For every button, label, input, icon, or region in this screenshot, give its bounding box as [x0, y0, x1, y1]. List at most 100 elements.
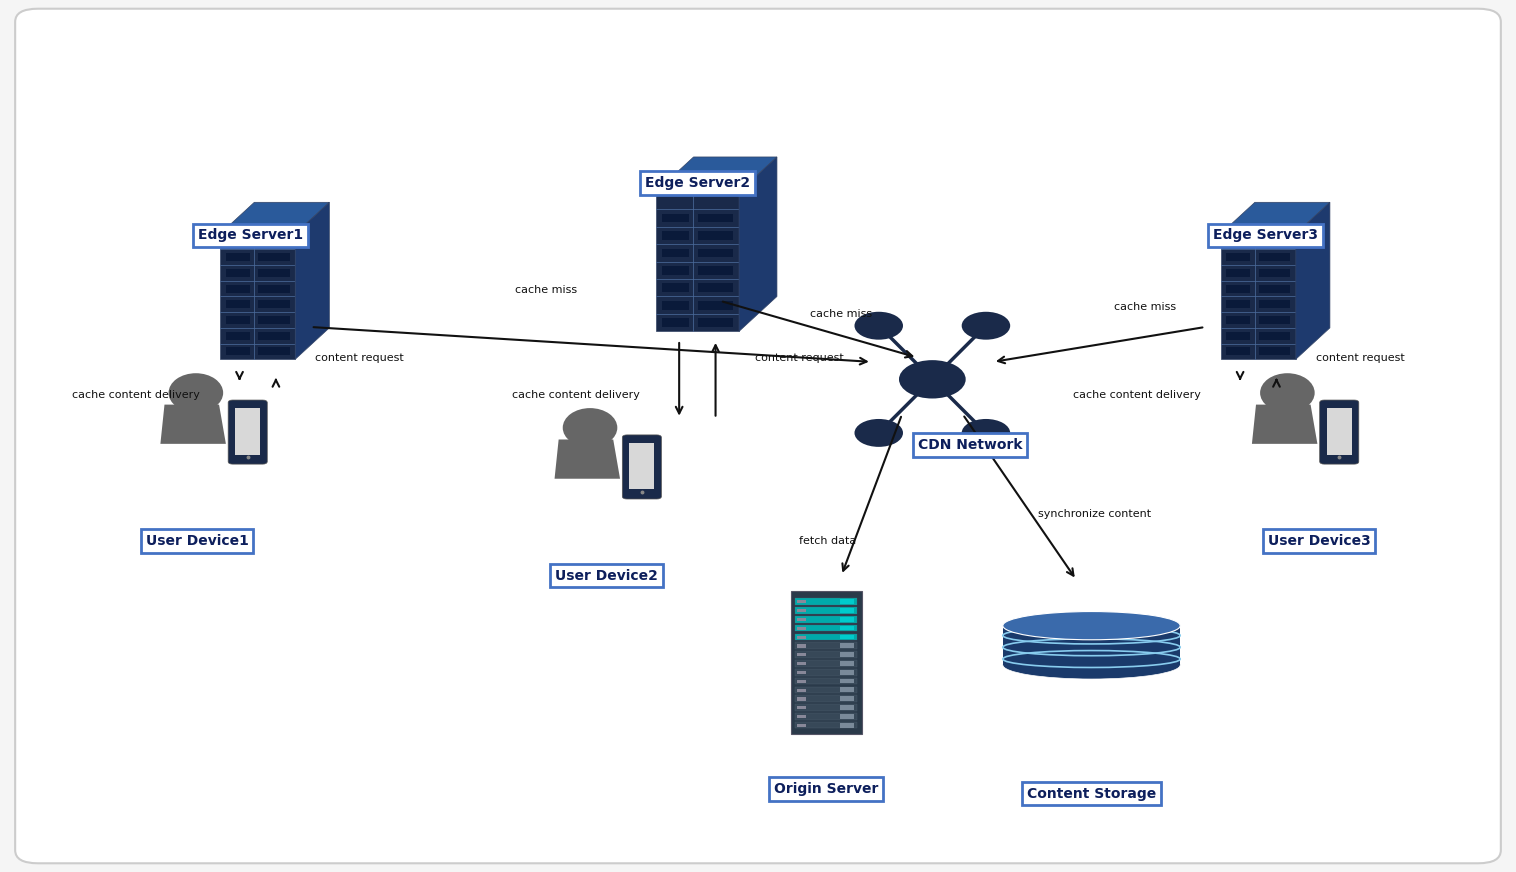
- Text: Content Storage: Content Storage: [1026, 787, 1157, 800]
- Ellipse shape: [1004, 651, 1179, 679]
- Text: Edge Server3: Edge Server3: [1213, 228, 1319, 242]
- Polygon shape: [1004, 626, 1179, 664]
- Polygon shape: [697, 283, 734, 292]
- Text: Edge Server1: Edge Server1: [197, 228, 303, 242]
- FancyBboxPatch shape: [796, 651, 857, 657]
- Polygon shape: [226, 253, 250, 262]
- Polygon shape: [661, 301, 688, 310]
- FancyBboxPatch shape: [840, 714, 854, 719]
- Polygon shape: [697, 214, 734, 222]
- Ellipse shape: [961, 312, 1010, 340]
- Polygon shape: [226, 284, 250, 292]
- Polygon shape: [1296, 202, 1330, 359]
- FancyBboxPatch shape: [797, 715, 807, 719]
- FancyBboxPatch shape: [840, 697, 854, 701]
- FancyBboxPatch shape: [796, 705, 857, 711]
- Polygon shape: [661, 214, 688, 222]
- FancyBboxPatch shape: [796, 607, 857, 614]
- Ellipse shape: [562, 408, 617, 447]
- Ellipse shape: [855, 419, 904, 446]
- Text: Origin Server: Origin Server: [775, 782, 878, 796]
- Text: CDN Network: CDN Network: [919, 438, 1022, 452]
- Ellipse shape: [1260, 373, 1314, 412]
- FancyBboxPatch shape: [797, 618, 807, 621]
- Polygon shape: [655, 192, 740, 331]
- Polygon shape: [1226, 331, 1251, 339]
- FancyBboxPatch shape: [796, 669, 857, 676]
- FancyBboxPatch shape: [797, 680, 807, 683]
- Polygon shape: [740, 157, 778, 331]
- FancyBboxPatch shape: [840, 678, 854, 684]
- Polygon shape: [1258, 284, 1290, 292]
- Polygon shape: [258, 316, 290, 324]
- FancyBboxPatch shape: [796, 722, 857, 728]
- FancyBboxPatch shape: [840, 705, 854, 710]
- FancyBboxPatch shape: [797, 636, 807, 638]
- FancyBboxPatch shape: [797, 698, 807, 700]
- FancyBboxPatch shape: [797, 706, 807, 709]
- Text: cache content delivery: cache content delivery: [73, 390, 200, 400]
- Polygon shape: [661, 266, 688, 275]
- Ellipse shape: [961, 419, 1010, 446]
- Polygon shape: [661, 249, 688, 257]
- FancyBboxPatch shape: [840, 644, 854, 648]
- Polygon shape: [661, 318, 688, 327]
- Text: synchronize content: synchronize content: [1038, 509, 1152, 520]
- FancyBboxPatch shape: [840, 626, 854, 630]
- FancyBboxPatch shape: [796, 713, 857, 719]
- FancyBboxPatch shape: [623, 435, 661, 499]
- Ellipse shape: [1004, 611, 1179, 640]
- Polygon shape: [1220, 202, 1330, 234]
- Text: User Device1: User Device1: [146, 534, 249, 548]
- Polygon shape: [226, 331, 250, 339]
- Polygon shape: [1258, 253, 1290, 262]
- Polygon shape: [1226, 253, 1251, 262]
- FancyBboxPatch shape: [840, 608, 854, 613]
- Polygon shape: [697, 301, 734, 310]
- Polygon shape: [1226, 284, 1251, 292]
- Polygon shape: [226, 347, 250, 356]
- FancyBboxPatch shape: [796, 643, 857, 649]
- FancyBboxPatch shape: [840, 687, 854, 692]
- Polygon shape: [1226, 316, 1251, 324]
- FancyBboxPatch shape: [797, 653, 807, 657]
- FancyBboxPatch shape: [840, 652, 854, 657]
- FancyBboxPatch shape: [797, 644, 807, 648]
- Polygon shape: [697, 249, 734, 257]
- Text: content request: content request: [315, 352, 405, 363]
- Ellipse shape: [168, 373, 223, 412]
- Polygon shape: [258, 331, 290, 339]
- Polygon shape: [1226, 347, 1251, 356]
- Polygon shape: [220, 202, 329, 234]
- Text: Edge Server2: Edge Server2: [644, 176, 750, 190]
- Polygon shape: [161, 405, 226, 444]
- Polygon shape: [1220, 234, 1296, 359]
- Polygon shape: [661, 231, 688, 240]
- Polygon shape: [258, 253, 290, 262]
- FancyBboxPatch shape: [797, 627, 807, 630]
- Polygon shape: [258, 284, 290, 292]
- Ellipse shape: [855, 312, 904, 340]
- Polygon shape: [1258, 316, 1290, 324]
- FancyBboxPatch shape: [791, 591, 863, 734]
- FancyBboxPatch shape: [840, 617, 854, 622]
- FancyBboxPatch shape: [629, 443, 655, 489]
- FancyBboxPatch shape: [796, 624, 857, 631]
- FancyBboxPatch shape: [797, 610, 807, 612]
- FancyBboxPatch shape: [840, 670, 854, 675]
- FancyBboxPatch shape: [796, 634, 857, 640]
- FancyBboxPatch shape: [796, 660, 857, 667]
- Text: cache miss: cache miss: [515, 284, 576, 295]
- Polygon shape: [1252, 405, 1317, 444]
- Polygon shape: [226, 316, 250, 324]
- Ellipse shape: [899, 360, 966, 399]
- FancyBboxPatch shape: [840, 599, 854, 604]
- Text: User Device3: User Device3: [1267, 534, 1370, 548]
- Polygon shape: [296, 202, 329, 359]
- Text: content request: content request: [1316, 352, 1405, 363]
- Polygon shape: [220, 234, 296, 359]
- Text: content request: content request: [755, 352, 844, 363]
- FancyBboxPatch shape: [796, 598, 857, 605]
- Polygon shape: [1226, 269, 1251, 277]
- Text: cache miss: cache miss: [1114, 302, 1175, 312]
